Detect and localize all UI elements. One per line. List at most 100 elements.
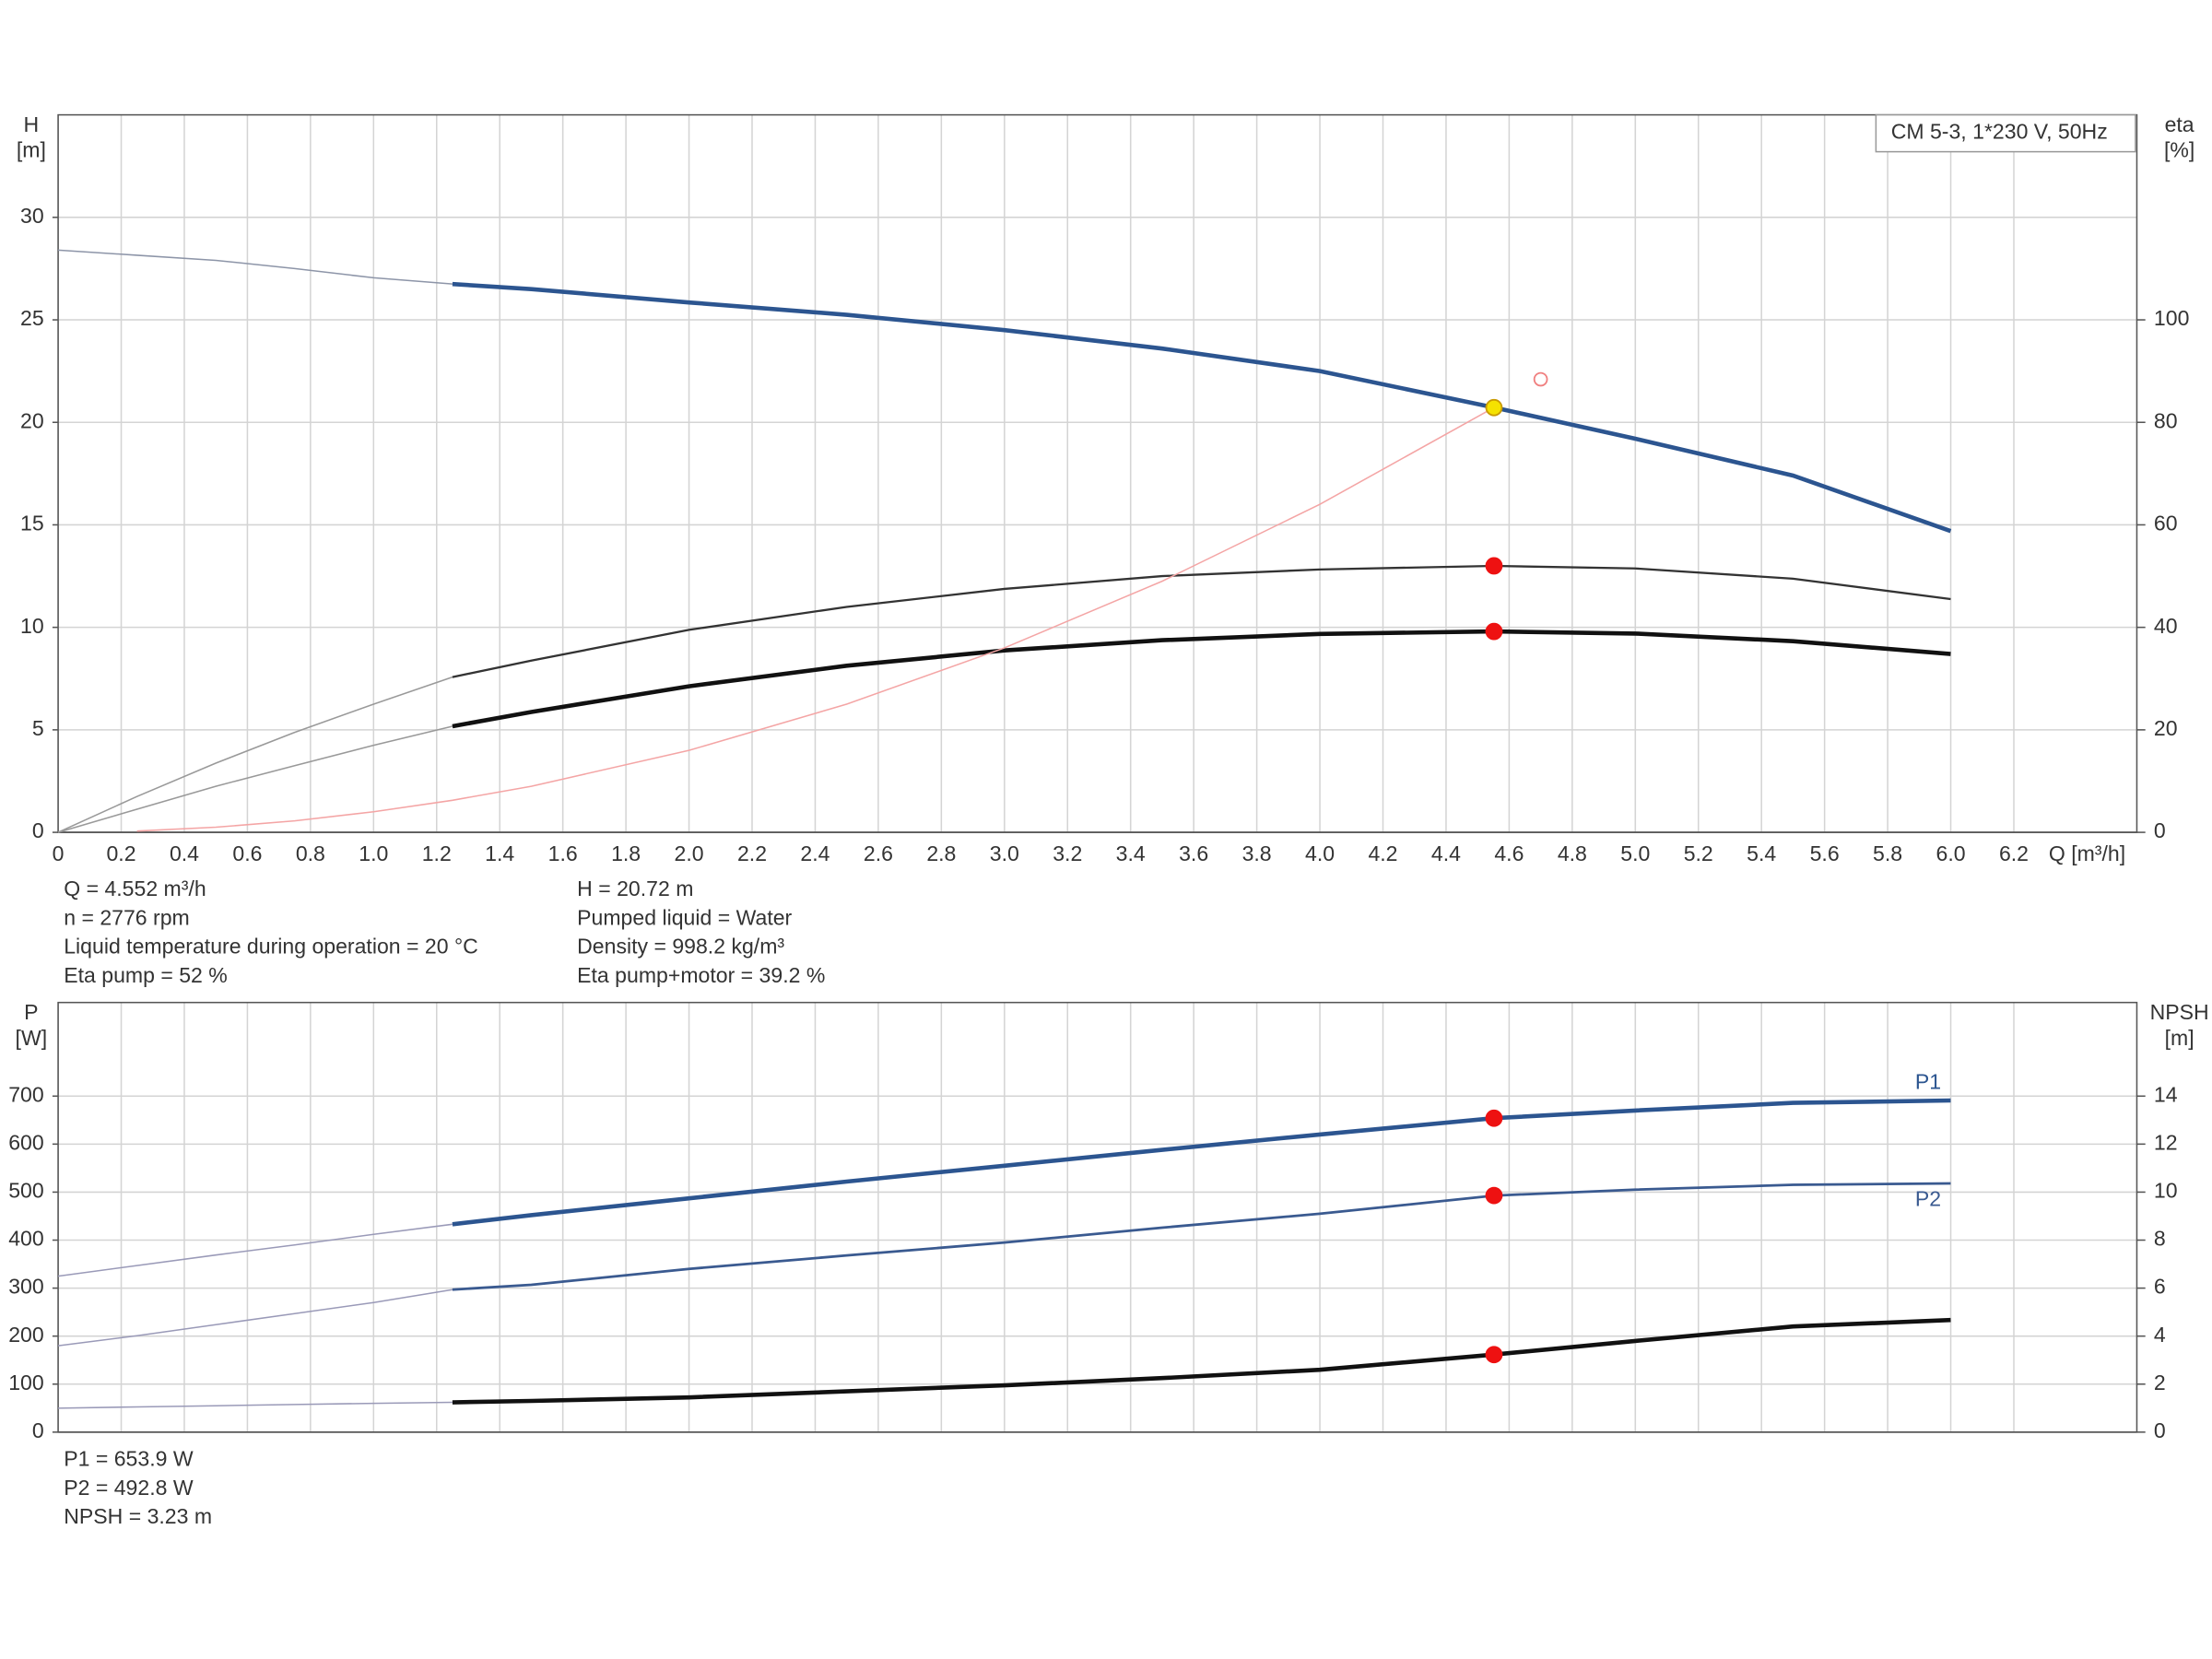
y2-tick-label: 10 [2154, 1179, 2178, 1203]
info-text: n = 2776 rpm [64, 905, 190, 929]
x-tick-label: 1.2 [422, 841, 452, 865]
marker [1533, 371, 1548, 387]
y-tick-label: 5 [32, 716, 44, 740]
x-tick-label: 5.6 [1810, 841, 1840, 865]
x-tick-label: 2.4 [800, 841, 830, 865]
x-tick-label: 0.4 [170, 841, 199, 865]
x-tick-label: 5.0 [1620, 841, 1650, 865]
y2-axis-label: eta [2165, 112, 2194, 136]
y-tick-label: 20 [20, 408, 44, 432]
info-text: Liquid temperature during operation = 20… [64, 935, 478, 959]
curve [57, 725, 453, 833]
x-tick-label: 2.0 [675, 841, 704, 865]
x-tick-label: 0.2 [106, 841, 135, 865]
x-tick-label: 0.6 [232, 841, 262, 865]
x-tick-label: 2.6 [864, 841, 893, 865]
x-axis-label: Q [m³/h] [2049, 841, 2125, 865]
y2-tick-label: 6 [2154, 1275, 2166, 1299]
curve [58, 249, 453, 285]
x-tick-label: 5.4 [1747, 841, 1776, 865]
marker [1485, 1109, 1503, 1127]
curve [136, 406, 1495, 832]
x-tick-label: 2.2 [737, 841, 767, 865]
y-tick-label: 200 [8, 1323, 43, 1347]
curve [57, 1223, 453, 1277]
x-tick-label: 3.6 [1179, 841, 1208, 865]
x-tick-label: 3.8 [1242, 841, 1272, 865]
y2-tick-label: 40 [2154, 614, 2178, 638]
curve [57, 676, 453, 833]
info-text: H = 20.72 m [577, 877, 693, 900]
marker [1485, 1346, 1503, 1364]
model-label: CM 5-3, 1*230 V, 50Hz [1891, 120, 2108, 144]
info-text: Eta pump = 52 % [64, 963, 228, 987]
y2-axis-label: [%] [2164, 138, 2194, 162]
curve [452, 564, 1951, 678]
x-tick-label: 3.0 [990, 841, 1019, 865]
y-tick-label: 700 [8, 1082, 43, 1106]
curve [452, 629, 1951, 729]
y2-tick-label: 0 [2154, 818, 2166, 842]
y-axis-label: H [24, 112, 40, 136]
marker [1485, 398, 1503, 417]
y-tick-label: 0 [32, 818, 44, 842]
y-tick-label: 400 [8, 1227, 43, 1251]
y2-axis-label: NPSH [2150, 1000, 2209, 1024]
info-text: P1 = 653.9 W [64, 1447, 194, 1471]
curve [57, 1288, 453, 1347]
curve [452, 1317, 1951, 1405]
curve [452, 281, 1952, 534]
y2-tick-label: 8 [2154, 1227, 2166, 1251]
y-tick-label: 600 [8, 1130, 43, 1154]
y2-tick-label: 80 [2154, 408, 2178, 432]
x-tick-label: 2.8 [926, 841, 956, 865]
x-tick-label: 3.2 [1053, 841, 1082, 865]
curve [452, 1182, 1951, 1291]
marker [1485, 557, 1503, 575]
info-text: Density = 998.2 kg/m³ [577, 935, 784, 959]
info-text: Pumped liquid = Water [577, 905, 792, 929]
x-tick-label: 5.8 [1873, 841, 1902, 865]
x-tick-label: 1.6 [548, 841, 578, 865]
y-axis-label: P [24, 1000, 38, 1024]
y2-tick-label: 4 [2154, 1323, 2166, 1347]
marker [1485, 1186, 1503, 1205]
x-tick-label: 5.2 [1684, 841, 1713, 865]
model-box [1875, 113, 2136, 153]
x-tick-label: 0 [53, 841, 65, 865]
x-tick-label: 4.4 [1431, 841, 1461, 865]
info-text: Q = 4.552 m³/h [64, 877, 206, 900]
y-tick-label: 30 [20, 204, 44, 228]
curve [452, 1098, 1951, 1227]
x-tick-label: 6.2 [1999, 841, 2029, 865]
info-text: NPSH = 3.23 m [64, 1504, 212, 1528]
y-tick-label: 100 [8, 1371, 43, 1394]
y-axis-label: [W] [16, 1026, 48, 1050]
x-tick-label: 4.0 [1305, 841, 1335, 865]
y-tick-label: 25 [20, 306, 44, 330]
y-tick-label: 0 [32, 1418, 44, 1442]
x-tick-label: 1.4 [485, 841, 514, 865]
y-axis-label: [m] [17, 138, 46, 162]
info-text: Eta pump+motor = 39.2 % [577, 963, 825, 987]
curve [58, 1401, 453, 1409]
y-tick-label: 300 [8, 1275, 43, 1299]
info-text: P2 = 492.8 W [64, 1476, 194, 1500]
y2-tick-label: 2 [2154, 1371, 2166, 1394]
marker [1485, 622, 1503, 641]
x-tick-label: 0.8 [296, 841, 325, 865]
x-tick-label: 4.8 [1558, 841, 1587, 865]
x-tick-label: 3.4 [1116, 841, 1146, 865]
y2-tick-label: 12 [2154, 1130, 2178, 1154]
x-tick-label: 1.8 [611, 841, 641, 865]
series-label: P1 [1915, 1070, 1941, 1094]
y2-tick-label: 0 [2154, 1418, 2166, 1442]
y2-tick-label: 100 [2154, 306, 2189, 330]
y2-tick-label: 20 [2154, 716, 2178, 740]
y2-tick-label: 60 [2154, 512, 2178, 535]
y2-tick-label: 14 [2154, 1082, 2178, 1106]
x-tick-label: 4.2 [1368, 841, 1397, 865]
x-tick-label: 6.0 [1936, 841, 1966, 865]
y2-axis-label: [m] [2165, 1026, 2194, 1050]
